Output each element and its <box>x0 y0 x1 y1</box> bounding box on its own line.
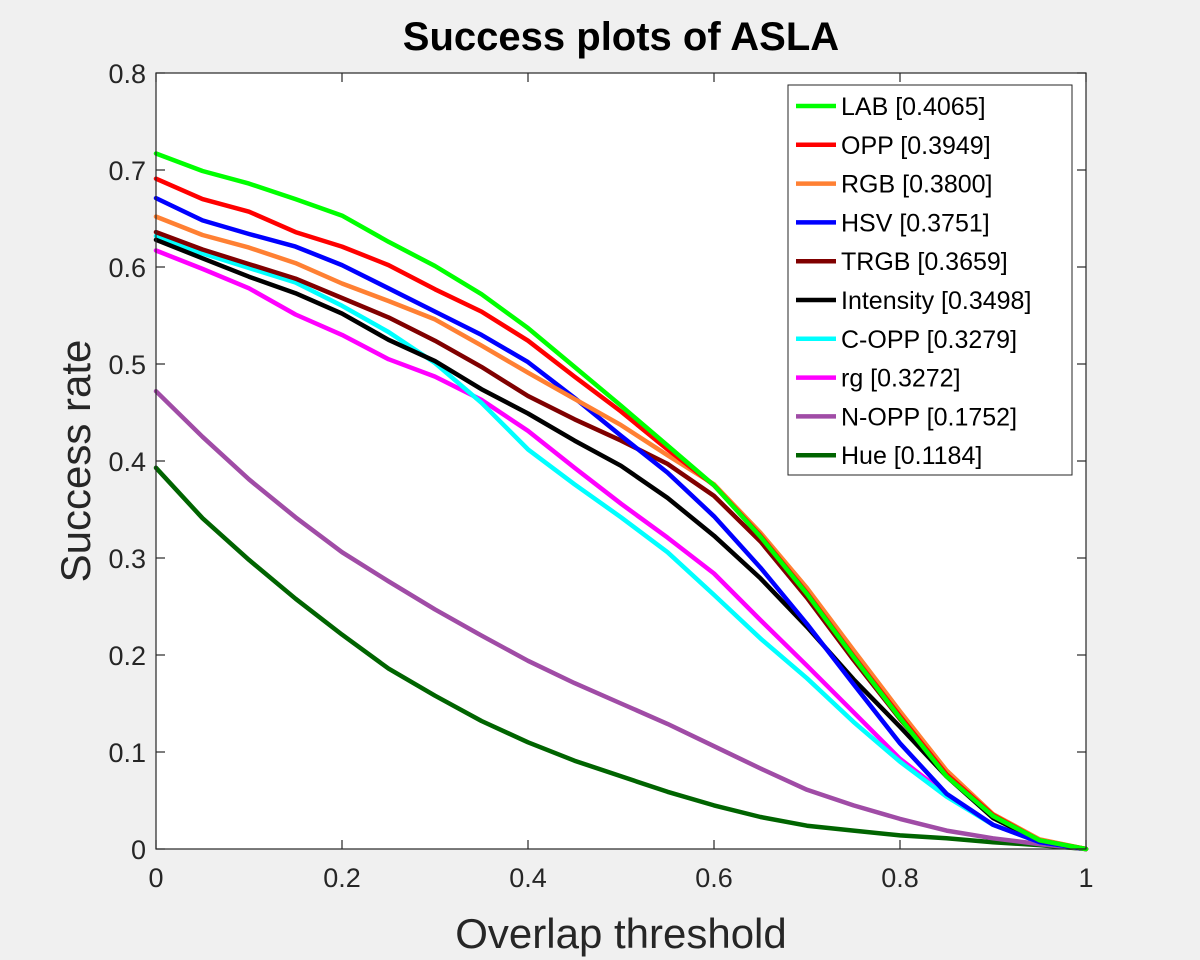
legend-label-c-opp: C-OPP [0.3279] <box>841 326 1017 354</box>
x-tick-label: 0.6 <box>695 863 733 893</box>
legend-label-lab: LAB [0.4065] <box>841 93 986 121</box>
legend: LAB [0.4065] OPP [0.3949] RGB [0.3800] HSV … <box>787 84 1073 476</box>
x-tick-label: 0.2 <box>323 863 361 893</box>
y-tick-label: 0.7 <box>108 156 146 186</box>
tick-layer: 0 0.2 0.4 0.6 0.8 1 0 0.1 0.2 0.3 0.4 0.5 0.6 0.7 0.8 <box>108 59 1093 893</box>
x-tick-label: 1 <box>1078 863 1093 893</box>
series-line-rgb <box>153 214 1089 852</box>
y-tick-label: 0.4 <box>108 447 146 477</box>
y-tick-label: 0.3 <box>108 544 146 574</box>
chart-title: Success plots of ASLA <box>403 15 839 59</box>
series-line-n-opp <box>153 388 1089 852</box>
y-tick-label: 0.5 <box>108 350 146 380</box>
legend-box <box>787 84 1073 476</box>
y-tick-label: 0.1 <box>108 738 146 768</box>
legend-label-rgb: RGB [0.3800] <box>841 171 992 199</box>
legend-label-rg: rg [0.3272] <box>841 365 961 393</box>
series-line-c-opp <box>153 233 1089 852</box>
legend-label-trgb: TRGB [0.3659] <box>841 248 1008 276</box>
legend-label-hue: Hue [0.1184] <box>841 442 982 470</box>
series-layer <box>153 151 1089 852</box>
x-tick-label: 0 <box>148 863 163 893</box>
series-line-hsv <box>153 195 1089 852</box>
legend-label-intensity: Intensity [0.3498] <box>841 287 1031 315</box>
y-axis-label: Success rate <box>52 340 99 583</box>
y-tick-label: 0.2 <box>108 641 146 671</box>
y-tick-label: 0.6 <box>108 253 146 283</box>
x-tick-label: 0.4 <box>509 863 547 893</box>
x-axis-label: Overlap threshold <box>455 910 787 957</box>
legend-label-opp: OPP [0.3949] <box>841 132 991 160</box>
series-line-lab <box>153 151 1089 852</box>
series-line-hue <box>153 465 1089 852</box>
y-tick-label: 0.8 <box>108 59 146 89</box>
legend-label-hsv: HSV [0.3751] <box>841 209 990 237</box>
y-tick-label: 0 <box>131 835 146 865</box>
x-tick-label: 0.8 <box>881 863 919 893</box>
legend-label-n-opp: N-OPP [0.1752] <box>841 403 1017 431</box>
